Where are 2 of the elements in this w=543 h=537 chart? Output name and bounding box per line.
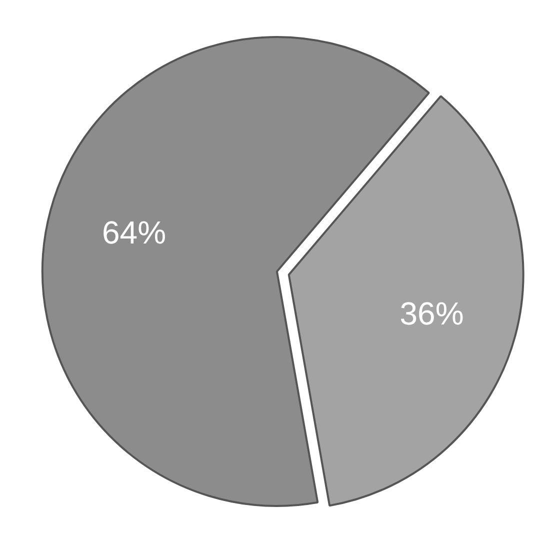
data-label: 36% — [400, 295, 464, 332]
data-label: 64% — [102, 214, 166, 251]
